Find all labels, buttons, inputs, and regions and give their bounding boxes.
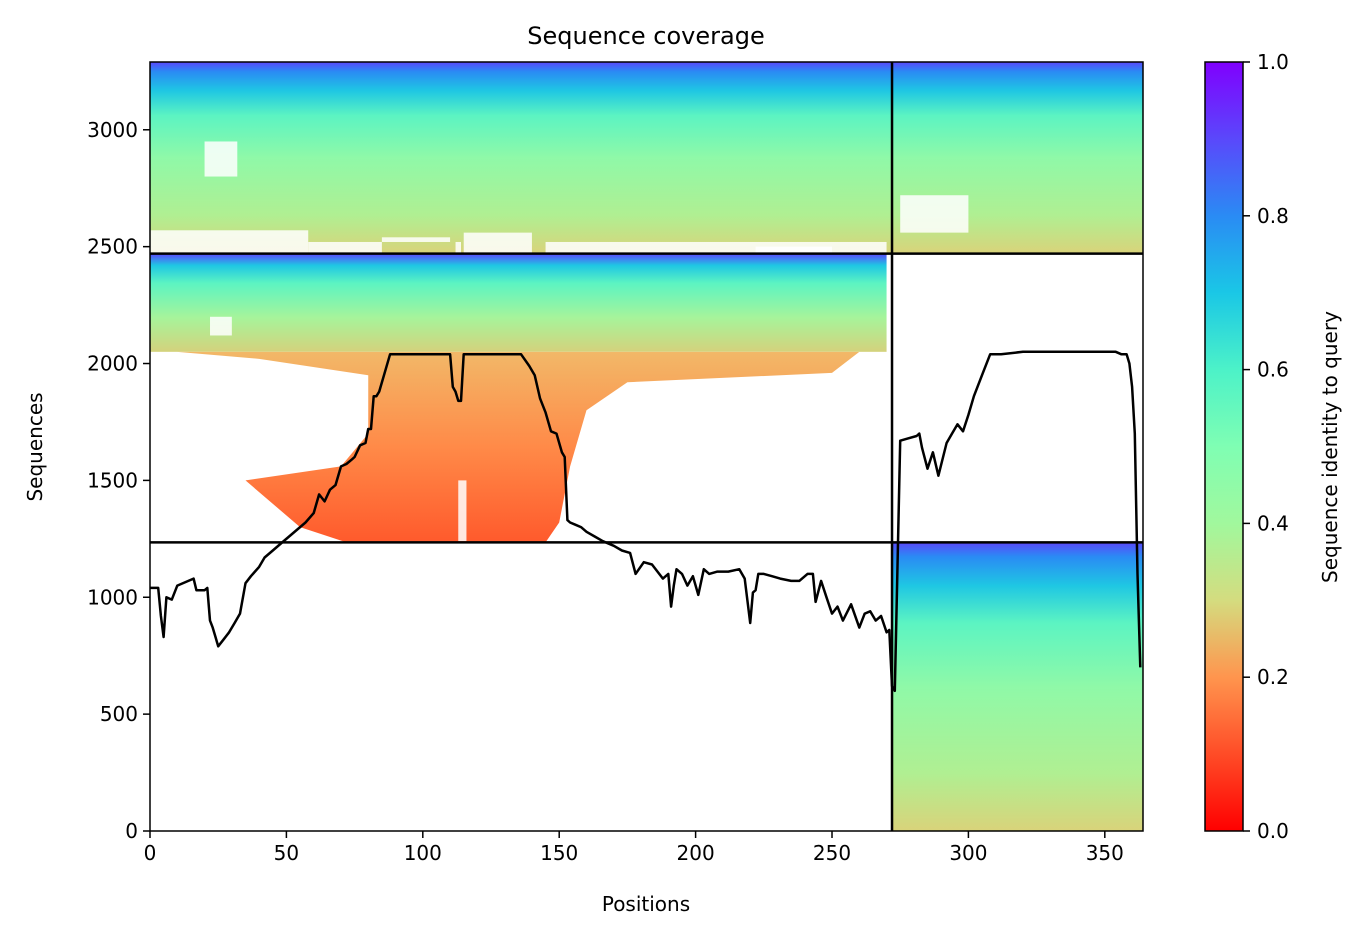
colorbar-axis: 0.0 0.2 0.4 0.6 0.8 1.0 (1243, 50, 1289, 843)
gap-region (210, 316, 232, 336)
colorbar (1204, 61, 1244, 832)
gap-region (381, 237, 451, 242)
gap-region (463, 232, 532, 254)
x-tick-label: 0 (144, 841, 157, 865)
coverage-gaps (150, 141, 969, 542)
x-tick-label: 350 (1086, 841, 1124, 865)
x-tick-label: 250 (813, 841, 851, 865)
x-tick-label: 100 (404, 841, 442, 865)
block-domain-a-homologs (150, 62, 893, 254)
gap-region (755, 246, 833, 254)
y-tick-label: 3000 (87, 118, 138, 142)
colorbar-tick-label: 0.6 (1257, 358, 1289, 382)
x-tick-label: 300 (949, 841, 987, 865)
axes-border (149, 61, 1144, 832)
x-tick-label: 200 (677, 841, 715, 865)
y-tick-label: 0 (125, 819, 138, 843)
gap-region (308, 241, 382, 254)
colorbar-tick-label: 1.0 (1257, 50, 1289, 74)
y-axis-label: Sequences (23, 392, 47, 501)
colorbar-label: Sequence identity to query (1318, 311, 1342, 583)
gap-region (455, 241, 461, 254)
y-tick-label: 500 (100, 702, 138, 726)
block-domain-a-remote-core (177, 351, 860, 543)
x-axis-label: Positions (602, 892, 690, 916)
y-tick-label: 1500 (87, 468, 138, 492)
colorbar-tick-label: 0.4 (1257, 511, 1289, 535)
block-domain-b-homologs (892, 542, 1143, 831)
gap-region (150, 230, 309, 254)
colorbar-tick-label: 0.2 (1257, 665, 1289, 689)
colorbar-tick-label: 0.0 (1257, 819, 1289, 843)
coverage-heatmap (150, 62, 1143, 831)
x-axis: 0 50 100 150 200 250 300 350 (144, 831, 1124, 865)
y-tick-label: 1000 (87, 585, 138, 609)
block-boundaries (150, 62, 1143, 831)
colorbar-tick-label: 0.8 (1257, 204, 1289, 228)
x-tick-label: 150 (540, 841, 578, 865)
block-domain-a-remote-upper (150, 253, 887, 352)
y-tick-label: 2500 (87, 235, 138, 259)
gap-region (545, 241, 887, 254)
chart-title: Sequence coverage (527, 22, 764, 50)
x-tick-label: 50 (274, 841, 299, 865)
y-axis: 0 500 1000 1500 2000 2500 3000 (87, 118, 150, 843)
gap-region (900, 195, 969, 233)
y-tick-label: 2000 (87, 352, 138, 376)
gap-region (458, 480, 467, 542)
gap-region (204, 141, 238, 177)
